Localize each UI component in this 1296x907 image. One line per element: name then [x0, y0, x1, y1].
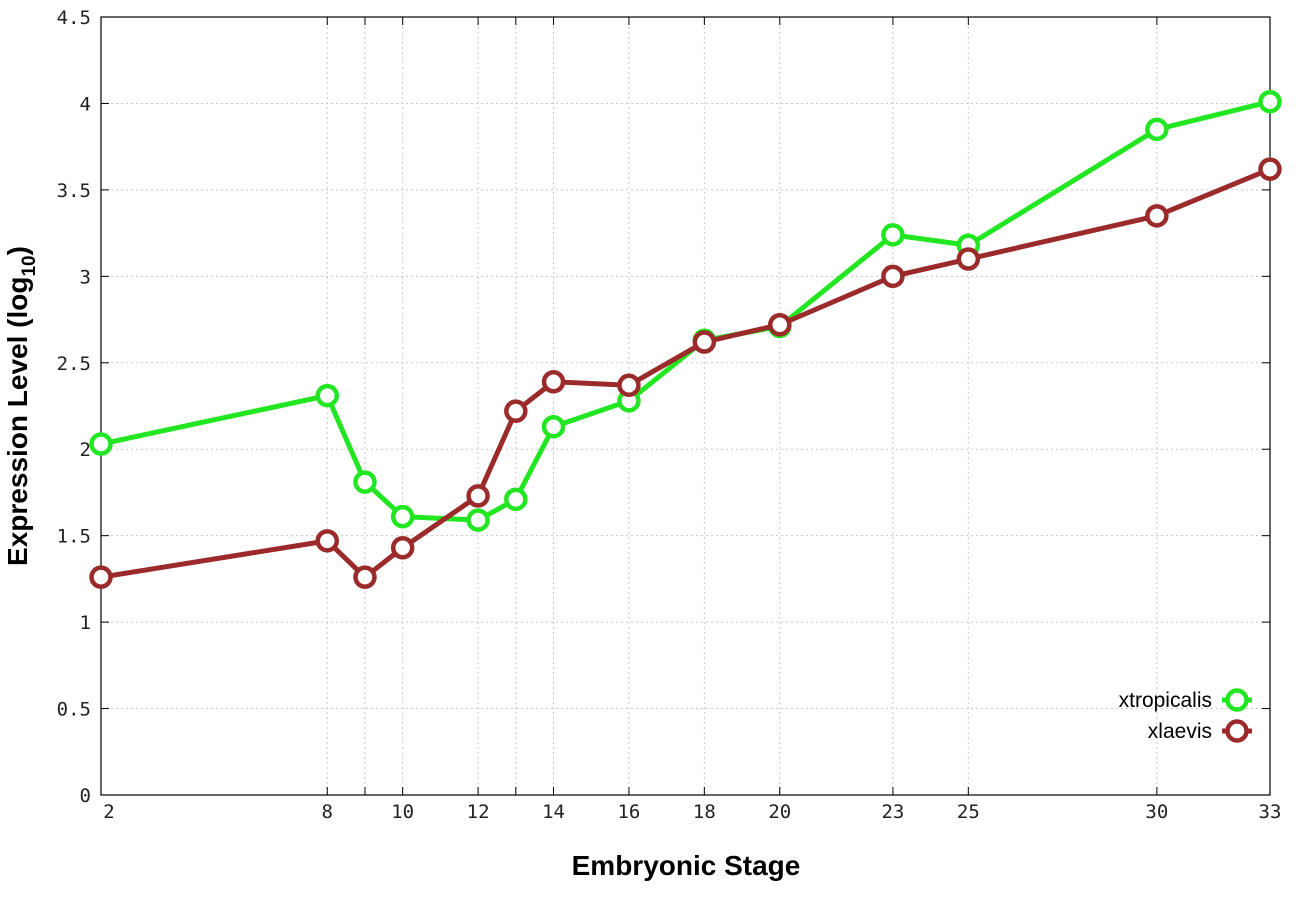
- y-tick-label: 4.5: [57, 7, 91, 29]
- plot-frame: [100, 16, 1271, 796]
- y-tick-label: 1: [80, 612, 91, 634]
- data-point: [881, 223, 905, 247]
- data-point: [541, 414, 566, 439]
- x-tick-label: 23: [881, 801, 904, 823]
- data-point: [315, 529, 340, 553]
- data-point: [1145, 204, 1169, 228]
- data-point: [466, 508, 490, 532]
- data-point: [956, 247, 981, 271]
- series-line: [100, 166, 1271, 580]
- legend-swatch-marker: [1225, 719, 1249, 743]
- legend-swatch-marker: [1225, 688, 1249, 712]
- x-tick-label: 18: [693, 801, 716, 823]
- data-point: [768, 312, 792, 337]
- legend-label: xlaevis: [1148, 720, 1212, 743]
- data-point: [390, 536, 415, 560]
- y-tick-label: 4: [80, 93, 91, 115]
- series-lines: [89, 89, 1282, 589]
- data-point: [1145, 117, 1169, 142]
- y-axis-title-close: ): [2, 246, 33, 255]
- x-tick-label: 30: [1145, 801, 1168, 823]
- y-tick-label: 3: [80, 266, 91, 288]
- y-axis-title: Expression Level (log10): [2, 246, 40, 566]
- y-tick-label: 1.5: [57, 526, 91, 548]
- x-tick-label: 2: [103, 801, 114, 823]
- data-point: [466, 484, 490, 508]
- series-line: [100, 99, 1271, 523]
- data-point: [353, 470, 377, 494]
- y-tick-label: 2.5: [57, 353, 91, 375]
- x-tick-label: 8: [322, 801, 333, 823]
- data-point: [1258, 89, 1282, 114]
- x-tick-label: 12: [467, 801, 490, 823]
- series-xlaevis: [89, 157, 1282, 589]
- x-tick-label: 14: [542, 801, 565, 823]
- y-tick-label: 0.5: [57, 699, 91, 721]
- data-point: [504, 487, 528, 512]
- y-axis-title-subscript: 10: [19, 255, 40, 276]
- y-tick-label: 0: [80, 785, 91, 807]
- x-tick-label: 10: [391, 801, 414, 823]
- x-axis-title: Embryonic Stage: [572, 850, 801, 881]
- y-tick-label: 2: [80, 439, 91, 461]
- data-point: [89, 432, 113, 456]
- data-point: [692, 330, 717, 354]
- data-point: [881, 264, 905, 289]
- axis-ticks: 2 8 10 12 14 16 18 20 23 25 30 33 0 0.5 1 1.5 2 2.5 3 3.5 4 4…: [57, 7, 1282, 823]
- legend-label: xtropicalis: [1119, 689, 1212, 712]
- data-point: [315, 383, 340, 408]
- data-point: [541, 370, 566, 394]
- x-tick-label: 16: [617, 801, 640, 823]
- data-point: [390, 504, 415, 529]
- legend: xtropicalis xlaevis: [1119, 688, 1252, 743]
- y-tick-label: 3.5: [57, 180, 91, 202]
- y-axis-title-main: Expression Level (log: [2, 277, 33, 566]
- data-point: [353, 565, 377, 589]
- x-tick-label: 25: [957, 801, 980, 823]
- x-tick-label: 20: [768, 801, 791, 823]
- data-point: [504, 399, 528, 423]
- series-xtropicalis: [89, 89, 1282, 532]
- data-point: [1258, 157, 1282, 181]
- x-tick-label: 33: [1259, 801, 1282, 823]
- data-point: [617, 373, 641, 398]
- data-point: [89, 565, 113, 589]
